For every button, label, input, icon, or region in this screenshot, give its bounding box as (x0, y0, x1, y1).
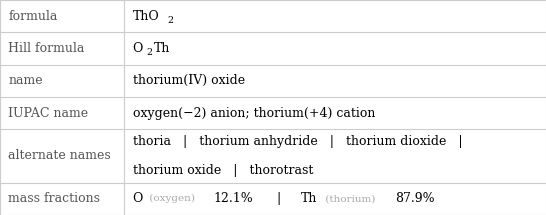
Text: thorium(IV) oxide: thorium(IV) oxide (133, 74, 245, 87)
Text: (oxygen): (oxygen) (146, 194, 198, 203)
Text: 12.1%: 12.1% (213, 192, 253, 205)
Text: name: name (8, 74, 43, 87)
Text: mass fractions: mass fractions (8, 192, 100, 205)
Text: Th: Th (154, 42, 170, 55)
Text: IUPAC name: IUPAC name (8, 107, 88, 120)
Text: 2: 2 (167, 15, 173, 25)
Text: Hill formula: Hill formula (8, 42, 85, 55)
Text: (thorium): (thorium) (322, 194, 379, 203)
Text: thorium oxide   |   thorotrast: thorium oxide | thorotrast (133, 164, 313, 177)
Text: O: O (133, 42, 143, 55)
Text: 2: 2 (146, 48, 152, 57)
Text: thoria   |   thorium anhydride   |   thorium dioxide   |: thoria | thorium anhydride | thorium dio… (133, 135, 462, 148)
Text: oxygen(−2) anion; thorium(+4) cation: oxygen(−2) anion; thorium(+4) cation (133, 107, 375, 120)
Text: formula: formula (8, 10, 57, 23)
Text: O: O (133, 192, 143, 205)
Text: 87.9%: 87.9% (395, 192, 435, 205)
Text: ThO: ThO (133, 10, 159, 23)
Text: Th: Th (301, 192, 318, 205)
Text: |: | (265, 192, 293, 205)
Text: alternate names: alternate names (8, 149, 111, 163)
